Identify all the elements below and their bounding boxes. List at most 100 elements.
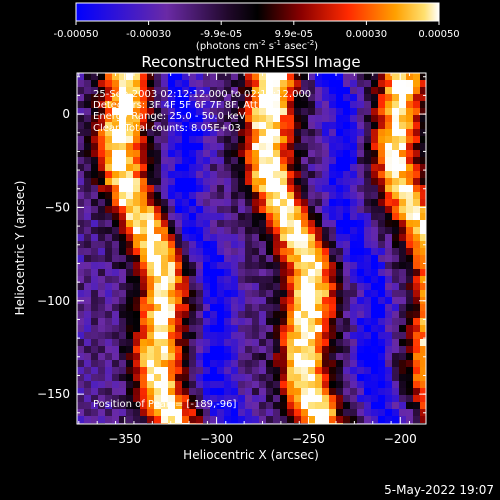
heatmap-cell bbox=[357, 164, 365, 172]
heatmap-cell bbox=[329, 304, 337, 312]
heatmap-cell bbox=[406, 129, 414, 137]
heatmap-cell bbox=[406, 360, 414, 368]
heatmap-cell bbox=[399, 178, 407, 186]
heatmap-cell bbox=[322, 402, 330, 410]
heatmap-cell bbox=[336, 115, 344, 123]
heatmap-cell bbox=[399, 255, 407, 263]
heatmap-cell bbox=[98, 388, 106, 396]
heatmap-cell bbox=[364, 227, 372, 235]
heatmap-cell bbox=[336, 276, 344, 284]
heatmap-cell bbox=[252, 73, 260, 81]
heatmap-cell bbox=[399, 297, 407, 305]
heatmap-cell bbox=[336, 325, 344, 333]
heatmap-cell bbox=[294, 129, 302, 137]
heatmap-cell bbox=[189, 318, 197, 326]
heatmap-cell bbox=[140, 311, 148, 319]
heatmap-cell bbox=[420, 360, 426, 368]
heatmap-cell bbox=[336, 213, 344, 221]
heatmap-cell bbox=[147, 129, 155, 137]
heatmap-cell bbox=[315, 290, 323, 298]
heatmap-cell bbox=[301, 192, 309, 200]
heatmap-cell bbox=[392, 178, 400, 186]
heatmap-cell bbox=[98, 227, 106, 235]
heatmap-cell bbox=[266, 178, 274, 186]
heatmap-cell bbox=[371, 234, 379, 242]
heatmap-cell bbox=[154, 213, 162, 221]
heatmap-cell bbox=[273, 416, 281, 424]
heatmap-cell bbox=[98, 150, 106, 158]
heatmap-cell bbox=[357, 311, 365, 319]
heatmap-cell bbox=[252, 87, 260, 95]
heatmap-cell bbox=[371, 318, 379, 326]
heatmap-cell bbox=[77, 395, 85, 403]
heatmap-cell bbox=[112, 206, 120, 214]
heatmap-cell bbox=[315, 402, 323, 410]
heatmap-cell bbox=[203, 136, 211, 144]
heatmap-cell bbox=[133, 150, 141, 158]
heatmap-cell bbox=[259, 283, 267, 291]
heatmap-cell bbox=[343, 220, 351, 228]
heatmap-cell bbox=[224, 360, 232, 368]
heatmap-cell bbox=[322, 290, 330, 298]
heatmap-cell bbox=[280, 283, 288, 291]
heatmap-cell bbox=[413, 234, 421, 242]
heatmap-cell bbox=[315, 409, 323, 417]
heatmap-cell bbox=[133, 87, 141, 95]
heatmap-cell bbox=[168, 416, 176, 424]
heatmap-cell bbox=[147, 143, 155, 151]
heatmap-cell bbox=[238, 325, 246, 333]
heatmap-cell bbox=[189, 136, 197, 144]
heatmap-cell bbox=[91, 283, 99, 291]
heatmap-cell bbox=[420, 332, 426, 340]
heatmap-cell bbox=[175, 374, 183, 382]
heatmap-cell bbox=[189, 199, 197, 207]
heatmap-cell bbox=[126, 325, 134, 333]
heatmap-cell bbox=[203, 416, 211, 424]
heatmap-cell bbox=[238, 150, 246, 158]
heatmap-cell bbox=[294, 94, 302, 102]
heatmap-cell bbox=[168, 87, 176, 95]
heatmap-cell bbox=[259, 409, 267, 417]
heatmap-cell bbox=[322, 255, 330, 263]
heatmap-cell bbox=[315, 416, 323, 424]
heatmap-cell bbox=[420, 346, 426, 354]
heatmap-cell bbox=[357, 304, 365, 312]
heatmap-cell bbox=[133, 192, 141, 200]
heatmap-cell bbox=[273, 290, 281, 298]
heatmap-cell bbox=[392, 262, 400, 270]
heatmap-cell bbox=[203, 213, 211, 221]
heatmap-cell bbox=[294, 220, 302, 228]
heatmap-cell bbox=[259, 402, 267, 410]
heatmap-cell bbox=[84, 388, 92, 396]
heatmap-cell bbox=[385, 122, 393, 130]
heatmap-cell bbox=[392, 367, 400, 375]
heatmap-cell bbox=[301, 101, 309, 109]
heatmap-cell bbox=[147, 367, 155, 375]
heatmap-cell bbox=[357, 374, 365, 382]
heatmap-cell bbox=[91, 318, 99, 326]
heatmap-cell bbox=[189, 178, 197, 186]
heatmap-cell bbox=[84, 381, 92, 389]
heatmap-cell bbox=[189, 213, 197, 221]
heatmap-cell bbox=[371, 367, 379, 375]
heatmap-cell bbox=[371, 115, 379, 123]
heatmap-cell bbox=[161, 122, 169, 130]
heatmap-cell bbox=[357, 346, 365, 354]
heatmap-cell bbox=[189, 115, 197, 123]
heatmap-cell bbox=[105, 94, 113, 102]
heatmap-cell bbox=[231, 381, 239, 389]
y-tick-label: −150 bbox=[37, 387, 70, 401]
heatmap-cell bbox=[413, 402, 421, 410]
heatmap-cell bbox=[217, 192, 225, 200]
heatmap-cell bbox=[224, 115, 232, 123]
heatmap-cell bbox=[168, 360, 176, 368]
heatmap-cell bbox=[322, 318, 330, 326]
heatmap-cell bbox=[252, 325, 260, 333]
heatmap-cell bbox=[308, 80, 316, 88]
heatmap-cell bbox=[294, 164, 302, 172]
heatmap-cell bbox=[161, 192, 169, 200]
heatmap-cell bbox=[420, 374, 426, 382]
heatmap-cell bbox=[378, 395, 386, 403]
heatmap-cell bbox=[322, 143, 330, 151]
heatmap-cell bbox=[182, 220, 190, 228]
